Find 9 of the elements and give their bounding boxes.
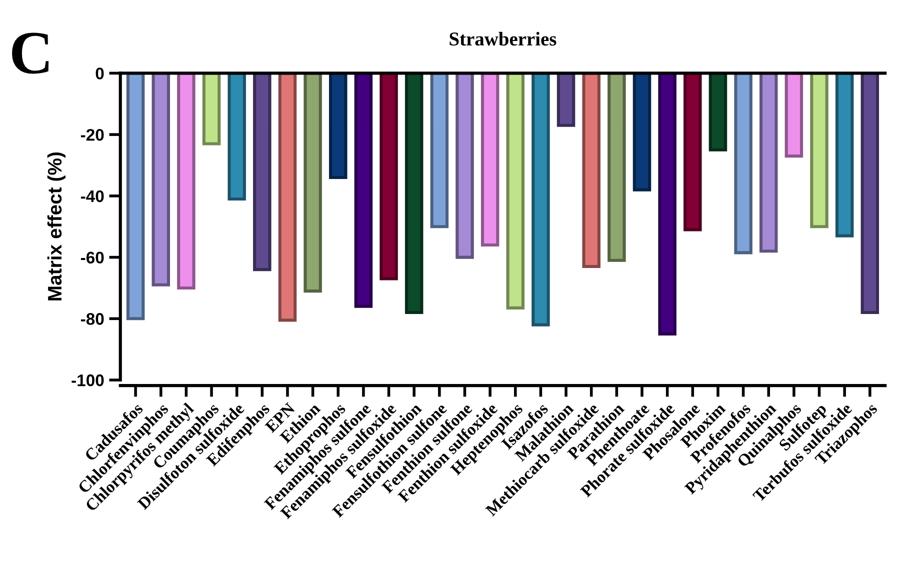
y-tick-label: -100 bbox=[72, 374, 104, 386]
chart-title: Strawberries bbox=[450, 32, 556, 46]
y-tick-label: -20 bbox=[80, 128, 104, 141]
y-axis-title: Matrix effect (%) bbox=[47, 152, 66, 300]
y-tick-label: -60 bbox=[80, 252, 104, 264]
y-tick-label: -40 bbox=[80, 190, 104, 202]
text: C bbox=[12, 32, 49, 74]
y-tick-label: 0 bbox=[96, 68, 104, 80]
y-tick-label: -80 bbox=[80, 313, 104, 325]
